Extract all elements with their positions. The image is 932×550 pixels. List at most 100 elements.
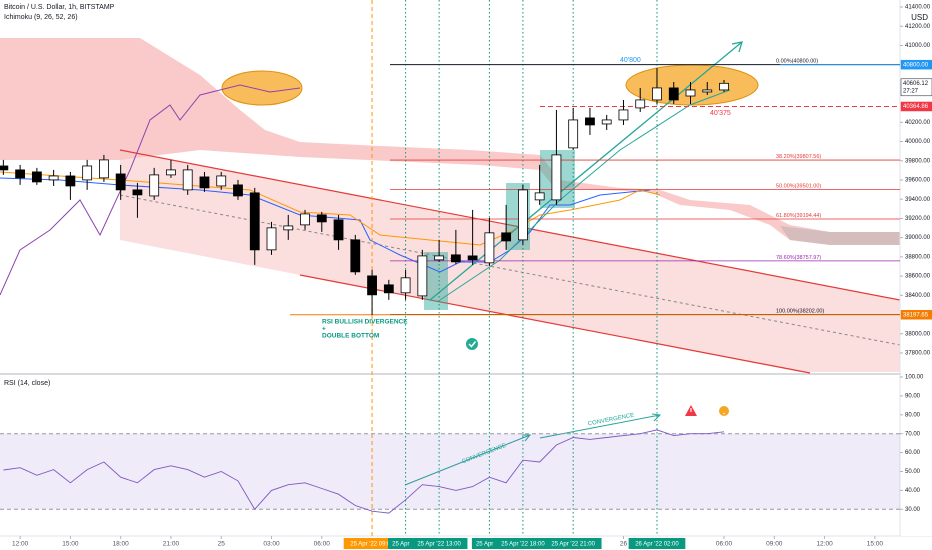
ichimoku-cloud-bull <box>780 226 900 245</box>
annotation: + <box>322 326 326 333</box>
price-label: 40800.00 <box>903 62 929 68</box>
candle-body <box>719 82 729 91</box>
fib-label: 0.00%(40800.00) <box>776 59 818 65</box>
candle-body <box>400 277 411 294</box>
indicator-title: Ichimoku (9, 26, 52, 26) <box>4 14 78 21</box>
y-tick-label: 37800.00 <box>905 351 931 357</box>
candle-body <box>31 171 42 183</box>
y-tick-label: 40200.00 <box>905 120 931 126</box>
annotation: 40'800 <box>620 57 641 64</box>
y-tick-label: 39000.00 <box>905 235 931 241</box>
y-tick-label: 38800.00 <box>905 254 931 260</box>
marker-label-bg <box>494 538 552 549</box>
fib-label: 38.20%(39807.56) <box>776 154 821 160</box>
candle-body <box>668 87 679 101</box>
y-tick-label: 38600.00 <box>905 274 931 280</box>
candle-body <box>551 154 562 201</box>
y-tick-label: 39400.00 <box>905 197 931 203</box>
candle-body <box>501 232 512 242</box>
y-tick-label: 40000.00 <box>905 139 931 145</box>
x-tick-label: 18:00 <box>113 541 130 548</box>
candle-body <box>233 184 243 197</box>
candle-body <box>333 219 344 241</box>
candle-body <box>283 225 294 231</box>
x-tick-label: 06:00 <box>716 541 733 548</box>
marker-label: 25 Apr '22 <box>476 542 503 548</box>
candle-body <box>417 255 428 297</box>
candle-body <box>48 175 59 181</box>
fib-label: 50.00%(39501.00) <box>776 183 821 189</box>
rsi-band <box>0 433 900 510</box>
lagging-span <box>0 84 301 296</box>
marker-label: 25 Apr '22 <box>392 542 419 548</box>
x-tick-label: 21:00 <box>163 541 180 548</box>
marker-label: 25 Apr '22 13:00 <box>417 542 461 548</box>
x-tick-label: 06:00 <box>314 541 331 548</box>
candle-body <box>65 175 76 187</box>
marker-label: 26 Apr '22 02:00 <box>635 542 679 548</box>
chart-title: Bitcoin / U.S. Dollar, 1h, BITSTAMP <box>4 4 115 11</box>
check-mark <box>468 341 477 348</box>
y-tick-label: 39800.00 <box>905 158 931 164</box>
candle-body <box>99 159 109 179</box>
candle-body <box>635 99 646 109</box>
candle-body <box>450 254 461 263</box>
marker-label-bg <box>388 538 424 549</box>
annotation: RSI BULLISH DIVERGENCE <box>322 319 408 326</box>
price-label-bg <box>900 59 932 70</box>
marker-label-bg <box>343 538 401 549</box>
question-icon <box>719 406 729 416</box>
annotation: 40'375 <box>710 110 731 117</box>
candle-body <box>702 89 713 93</box>
candle-body <box>132 189 143 196</box>
marker-label-bg <box>628 538 686 549</box>
candle-body <box>0 165 9 171</box>
candle-body <box>618 109 629 121</box>
candle-body <box>585 117 595 126</box>
candle-body <box>115 173 126 191</box>
fib-label: 78.60%(38757.97) <box>776 255 821 261</box>
y-tick-label: 90.00 <box>905 393 921 399</box>
y-tick-label: 50.00 <box>905 469 921 475</box>
price-label-bg <box>900 310 932 320</box>
candle-body <box>149 174 160 197</box>
marker-label-bg <box>410 538 468 549</box>
y-tick-label: 41200.00 <box>905 24 931 30</box>
rsi-line <box>3 429 725 514</box>
candle-body <box>166 169 176 176</box>
y-tick-label: 40.00 <box>905 488 921 494</box>
candle-body <box>568 119 579 149</box>
rsi-arrow <box>404 434 531 486</box>
annotation: DOUBLE BOTTOM <box>322 333 379 340</box>
x-tick-label: 15:00 <box>867 541 884 548</box>
x-tick-label: 25 <box>218 541 226 548</box>
marker-label: 25 Apr '22 18:00 <box>501 542 545 548</box>
candle-body <box>249 192 260 251</box>
marker-label: 25 Apr '22 21:00 <box>551 542 595 548</box>
arrow-head <box>731 41 743 53</box>
marker-label-bg <box>544 538 602 549</box>
marker-label-bg <box>471 538 507 549</box>
y-tick-label: 100.00 <box>905 375 924 381</box>
candle-body <box>350 239 361 273</box>
candle-body <box>300 213 310 226</box>
channel-upper <box>119 149 901 301</box>
candle-body <box>652 87 662 101</box>
y-tick-label: 80.00 <box>905 412 921 418</box>
candle-body <box>534 192 545 201</box>
candle-body <box>199 176 210 189</box>
x-tick-label: 12:00 <box>12 541 29 548</box>
arrow <box>429 41 743 301</box>
price-label: 40606.12 <box>903 81 929 87</box>
candle-body <box>367 275 377 296</box>
candle-body <box>216 175 227 187</box>
y-tick-label: 38400.00 <box>905 293 931 299</box>
candle-body <box>82 165 93 181</box>
question-mark <box>723 412 725 415</box>
countdown: 27:27 <box>903 88 919 94</box>
x-tick-label: 03:00 <box>263 541 280 548</box>
price-label: 38197.65 <box>903 312 929 318</box>
fib-label: 61.80%(39194.44) <box>776 213 821 219</box>
marker-label: 25 Apr '22 09:00 <box>350 542 394 548</box>
y-tick-label: 39600.00 <box>905 178 931 184</box>
